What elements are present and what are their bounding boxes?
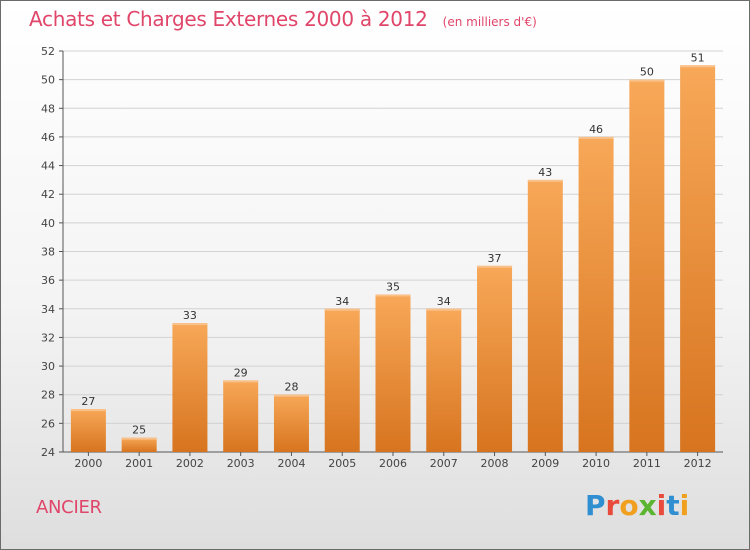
y-tick-label: 46 <box>41 131 55 144</box>
x-tick-label: 2000 <box>74 457 102 470</box>
y-tick-label: 48 <box>41 102 55 115</box>
x-tick-label: 2008 <box>481 457 509 470</box>
bar <box>426 308 462 452</box>
y-tick-label: 34 <box>41 303 55 316</box>
brand-letter: i <box>679 489 690 522</box>
y-tick-label: 52 <box>41 45 55 58</box>
brand-letter: P <box>585 489 606 522</box>
bar-highlight <box>527 179 563 182</box>
bar-highlight <box>70 409 106 412</box>
x-tick-label: 2007 <box>430 457 458 470</box>
bar <box>324 308 360 452</box>
x-tick-label: 2002 <box>176 457 204 470</box>
data-label: 29 <box>234 366 248 379</box>
x-tick-label: 2009 <box>531 457 559 470</box>
x-tick-label: 2011 <box>633 457 661 470</box>
commune-name: ANCIER <box>36 497 102 518</box>
brand-letter: x <box>638 489 657 522</box>
data-label: 46 <box>589 123 603 136</box>
data-label: 51 <box>691 51 705 64</box>
y-tick-label: 50 <box>41 74 55 87</box>
bar-highlight <box>426 308 462 311</box>
y-tick-label: 32 <box>41 331 55 344</box>
data-label: 28 <box>284 381 298 394</box>
bar-highlight <box>629 79 665 82</box>
y-tick-label: 30 <box>41 360 55 373</box>
bars <box>70 65 716 453</box>
x-tick-label: 2003 <box>227 457 255 470</box>
data-label: 50 <box>640 66 654 79</box>
y-tick-label: 42 <box>41 188 55 201</box>
y-tick-label: 38 <box>41 246 55 259</box>
x-tick-label: 2005 <box>328 457 356 470</box>
y-tick-label: 40 <box>41 217 55 230</box>
bar-highlight <box>578 136 614 139</box>
bar <box>273 394 309 452</box>
x-tick-label: 2001 <box>125 457 153 470</box>
data-label: 35 <box>386 280 400 293</box>
chart-unit: (en milliers d'€) <box>442 15 537 29</box>
bar <box>375 294 411 452</box>
y-tick-label: 36 <box>41 274 55 287</box>
bar <box>121 437 157 452</box>
data-label: 43 <box>538 166 552 179</box>
y-tick-label: 24 <box>41 446 55 459</box>
data-labels: 27 25 33 29 28 34 35 34 37 43 46 50 51 <box>81 51 704 436</box>
bar-highlight <box>477 265 513 268</box>
y-tick-label: 44 <box>41 160 55 173</box>
y-tick-label: 28 <box>41 389 55 402</box>
bar <box>223 380 259 452</box>
x-tick-label: 2004 <box>277 457 305 470</box>
brand-letter: t <box>666 489 680 522</box>
bar <box>578 136 614 452</box>
bar <box>477 265 513 452</box>
bar-highlight <box>273 394 309 397</box>
brand-letter: r <box>605 489 620 522</box>
bar-highlight <box>324 308 360 311</box>
x-tick-label: 2012 <box>684 457 712 470</box>
bar-highlight <box>375 294 411 297</box>
y-tick-label: 26 <box>41 417 55 430</box>
data-label: 25 <box>132 424 146 437</box>
bar <box>172 323 208 452</box>
data-label: 34 <box>437 295 451 308</box>
bar <box>70 409 106 452</box>
bar <box>680 65 716 453</box>
brand-letter: i <box>656 489 667 522</box>
x-tick-label: 2006 <box>379 457 407 470</box>
bar-highlight <box>223 380 259 383</box>
x-tick-label: 2010 <box>582 457 610 470</box>
bar-highlight <box>172 323 208 326</box>
data-label: 34 <box>335 295 349 308</box>
chart-title-row: Achats et Charges Externes 2000 à 2012 (… <box>29 7 537 31</box>
data-label: 27 <box>81 395 95 408</box>
data-label: 37 <box>488 252 502 265</box>
bar <box>629 79 665 453</box>
brand-letter: o <box>619 489 639 522</box>
bar-highlight <box>680 65 716 68</box>
bar <box>527 179 563 452</box>
data-label: 33 <box>183 309 197 322</box>
chart-title: Achats et Charges Externes 2000 à 2012 <box>29 7 428 31</box>
bar-highlight <box>121 437 157 440</box>
proxiti-logo[interactable]: Proxiti <box>585 489 689 522</box>
